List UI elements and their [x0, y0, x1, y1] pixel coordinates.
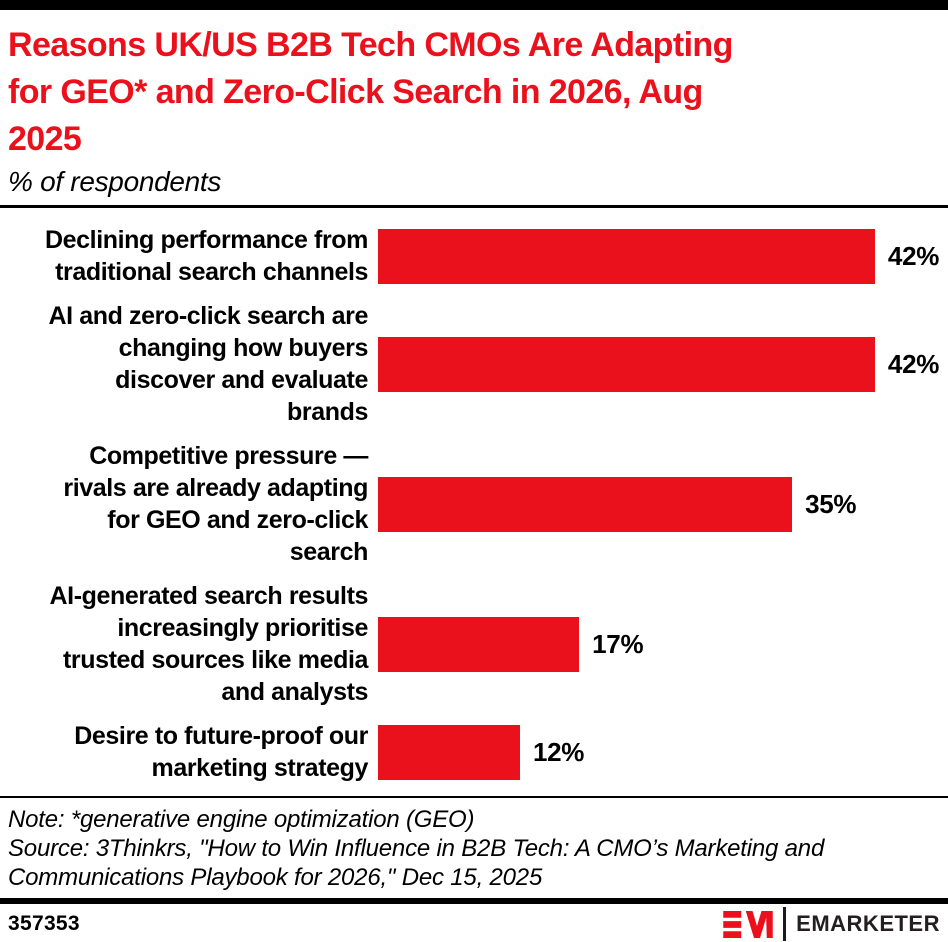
emarketer-logo: EMARKETER: [723, 907, 940, 941]
bar: [378, 724, 520, 780]
chart-row: AI and zero-click search are changing how…: [8, 300, 940, 428]
source-text: Source: 3Thinkrs, "How to Win Influence …: [8, 835, 825, 891]
bar-chart: Declining performance from traditional se…: [0, 208, 948, 784]
bar-label: AI-generated search results increasingly …: [49, 582, 369, 706]
bar: [378, 476, 793, 532]
bar-value: 42%: [887, 240, 940, 271]
logo-divider: [783, 907, 787, 941]
chart-row: AI-generated search results increasingly …: [8, 580, 940, 708]
bar-value: 12%: [532, 736, 585, 767]
bar: [378, 228, 875, 284]
chart-subtitle: % of respondents: [8, 166, 222, 197]
brand-name: EMARKETER: [796, 911, 940, 936]
bar-label: Declining performance from traditional se…: [45, 226, 368, 286]
bar-label: Desire to future-proof our marketing stra…: [74, 722, 368, 782]
notes-divider-line: [0, 796, 948, 798]
bar-track: 42%: [378, 228, 940, 284]
chart-title: Reasons UK/US B2B Tech CMOs Are Adapting…: [8, 26, 733, 158]
footnote-block: Note: *generative engine optimization (G…: [0, 798, 948, 898]
bar-track: 12%: [378, 724, 940, 780]
bar-track: 17%: [378, 616, 940, 672]
em-monogram-icon: [723, 910, 773, 938]
bar-label: Competitive pressure — rivals are already…: [63, 442, 368, 566]
footer-divider-line: [0, 898, 948, 904]
bar-value: 17%: [592, 628, 644, 659]
chart-row: Competitive pressure — rivals are already…: [8, 440, 940, 568]
chart-row: Declining performance from traditional se…: [8, 224, 940, 288]
chart-header: Reasons UK/US B2B Tech CMOs Are Adapting…: [0, 10, 948, 205]
footer: 357353 EMARKETER: [0, 904, 948, 942]
bar-track: 35%: [378, 476, 940, 532]
bar-track: 42%: [378, 336, 940, 392]
bar-value: 42%: [887, 348, 940, 379]
header-divider-line: [0, 205, 948, 208]
chart-row: Desire to future-proof our marketing stra…: [8, 720, 940, 784]
note-text: Note: *generative engine optimization (G…: [8, 806, 475, 833]
bar: [378, 336, 875, 392]
top-border-bar: [0, 0, 948, 10]
chart-rows: Declining performance from traditional se…: [8, 224, 940, 784]
chart-id: 357353: [8, 912, 80, 935]
bar: [378, 616, 580, 672]
bar-value: 35%: [805, 488, 857, 519]
bar-label: AI and zero-click search are changing how…: [48, 302, 368, 426]
